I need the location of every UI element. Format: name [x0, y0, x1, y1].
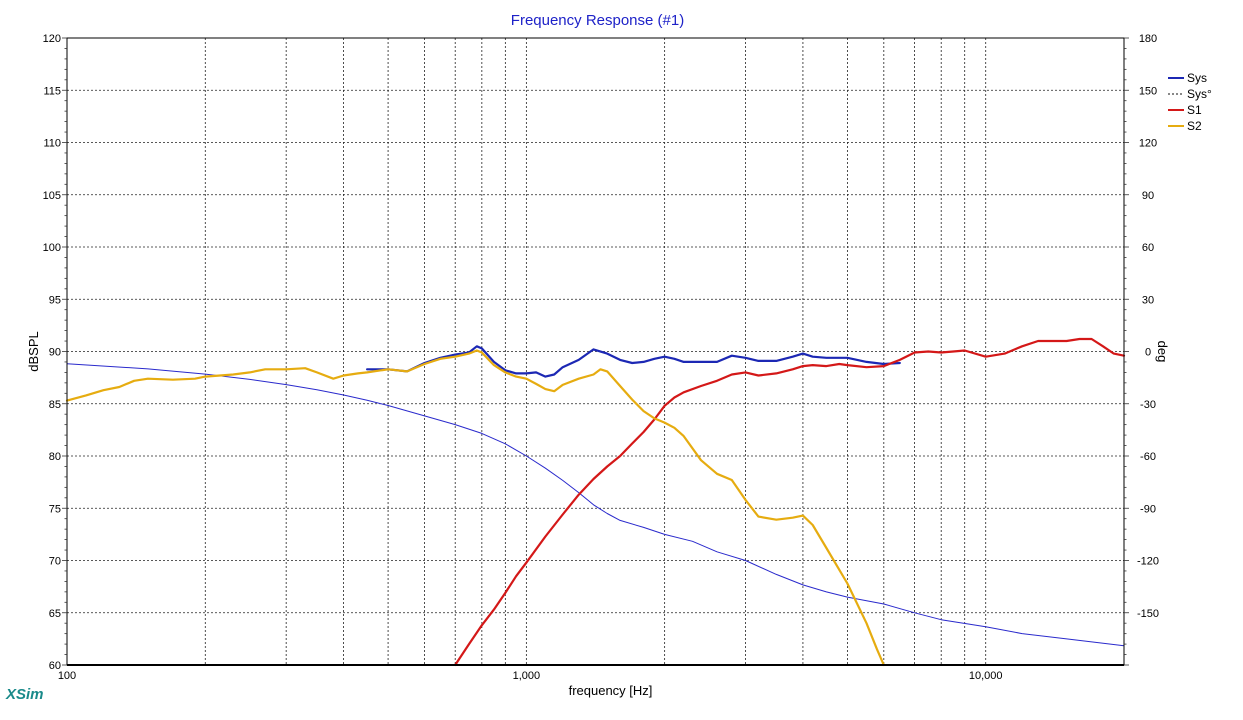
- chart-title: Frequency Response (#1): [510, 12, 685, 29]
- y2-tick-label: -60: [1140, 451, 1156, 463]
- series-line-s2: [65, 349, 885, 667]
- y-tick-label: 120: [43, 33, 61, 45]
- y2-tick-label: -30: [1140, 399, 1156, 411]
- y-tick-label: 90: [49, 347, 61, 359]
- y2-tick-label: 60: [1142, 242, 1154, 254]
- y2-axis-label: deg: [1155, 341, 1170, 363]
- y2-tick-label: 90: [1142, 190, 1154, 202]
- series-line-sys-phase: [66, 363, 1125, 647]
- y-axis-label: dBSPL: [26, 331, 41, 371]
- y2-tick-label: -120: [1137, 556, 1159, 568]
- legend-label-s1: S1: [1187, 103, 1202, 117]
- y-tick-label: 105: [43, 190, 61, 202]
- y-tick-label: 75: [49, 503, 61, 515]
- legend-label-sys: Sys: [1187, 71, 1207, 85]
- series-layer: [65, 337, 1126, 667]
- x-tick-label: 100: [58, 670, 76, 682]
- y2-tick-label: 180: [1139, 33, 1157, 45]
- y-tick-label: 95: [49, 294, 61, 306]
- legend-label-s2: S2: [1187, 119, 1202, 133]
- xsim-logo: XSim: [6, 686, 44, 703]
- y2-tick-label: 150: [1139, 85, 1157, 97]
- legend-label-sys: Sys°: [1187, 87, 1212, 101]
- series-line-s1: [454, 337, 1126, 667]
- y2-tick-label: 120: [1139, 138, 1157, 150]
- legend[interactable]: Sys Sys° S1 S2: [1168, 71, 1212, 133]
- y-tick-label: 100: [43, 242, 61, 254]
- y-tick-label: 85: [49, 399, 61, 411]
- x-tick-label: 10,000: [969, 670, 1003, 682]
- y2-tick-label: -150: [1137, 608, 1159, 620]
- x-axis-label: frequency [Hz]: [569, 683, 653, 698]
- y2-tick-label: 30: [1142, 294, 1154, 306]
- x-tick-label: 1,000: [513, 670, 541, 682]
- y-tick-label: 65: [49, 608, 61, 620]
- y-tick-label: 80: [49, 451, 61, 463]
- y2-tick-label: 0: [1145, 347, 1151, 359]
- y2-tick-label: -90: [1140, 503, 1156, 515]
- axis-layer: 60 65 70 75 80 85 90 95 100 105 110 115 120 -150 -120 -…: [43, 33, 1159, 682]
- y-tick-label: 70: [49, 556, 61, 568]
- y-tick-label: 110: [43, 138, 61, 150]
- y-tick-label: 115: [43, 85, 61, 97]
- series-line-sys: [366, 345, 901, 378]
- y-tick-label: 60: [49, 660, 61, 672]
